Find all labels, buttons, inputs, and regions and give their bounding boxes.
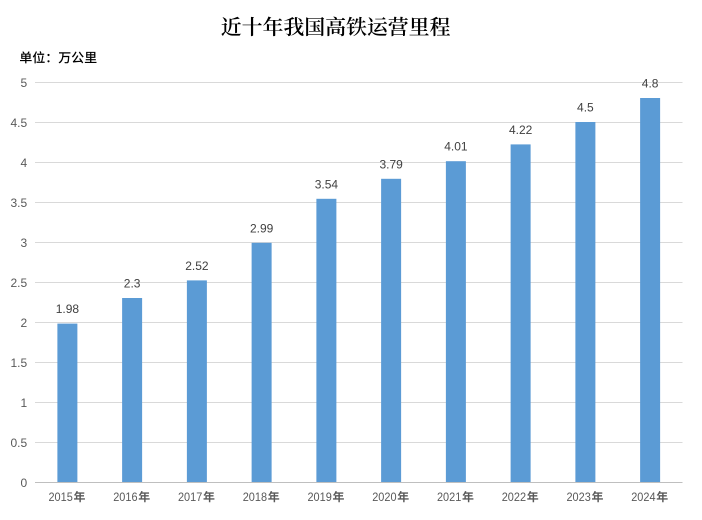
svg-text:0: 0 bbox=[21, 476, 28, 490]
svg-text:4.01: 4.01 bbox=[444, 140, 468, 154]
svg-text:5: 5 bbox=[21, 76, 28, 90]
svg-text:4.5: 4.5 bbox=[577, 101, 594, 115]
svg-text:2.52: 2.52 bbox=[185, 259, 209, 273]
svg-text:2.5: 2.5 bbox=[11, 276, 28, 290]
svg-text:2021: 2021 bbox=[437, 490, 462, 504]
svg-text:2018: 2018 bbox=[243, 490, 268, 504]
svg-text:4.5: 4.5 bbox=[11, 116, 28, 130]
svg-text:3.54: 3.54 bbox=[315, 177, 339, 191]
svg-text:1: 1 bbox=[21, 396, 28, 410]
svg-text:1.5: 1.5 bbox=[11, 356, 28, 370]
svg-text:2.99: 2.99 bbox=[250, 221, 274, 235]
svg-text:2023: 2023 bbox=[566, 490, 591, 504]
svg-text:1.98: 1.98 bbox=[56, 302, 80, 316]
svg-text:2.3: 2.3 bbox=[124, 277, 141, 291]
svg-text:2022: 2022 bbox=[502, 490, 527, 504]
svg-text:4.8: 4.8 bbox=[642, 77, 659, 91]
svg-text:4: 4 bbox=[21, 156, 28, 170]
svg-text:2015: 2015 bbox=[48, 490, 73, 504]
svg-text:2017: 2017 bbox=[178, 490, 203, 504]
svg-text:2016: 2016 bbox=[113, 490, 138, 504]
svg-text:2019: 2019 bbox=[307, 490, 332, 504]
svg-text:2024: 2024 bbox=[631, 490, 656, 504]
svg-text:0.5: 0.5 bbox=[11, 436, 28, 450]
svg-text:4.22: 4.22 bbox=[509, 123, 533, 137]
svg-text:3: 3 bbox=[21, 236, 28, 250]
svg-text:2020: 2020 bbox=[372, 490, 397, 504]
svg-text:3.5: 3.5 bbox=[11, 196, 28, 210]
svg-text:3.79: 3.79 bbox=[379, 157, 403, 171]
svg-text:2: 2 bbox=[21, 316, 28, 330]
